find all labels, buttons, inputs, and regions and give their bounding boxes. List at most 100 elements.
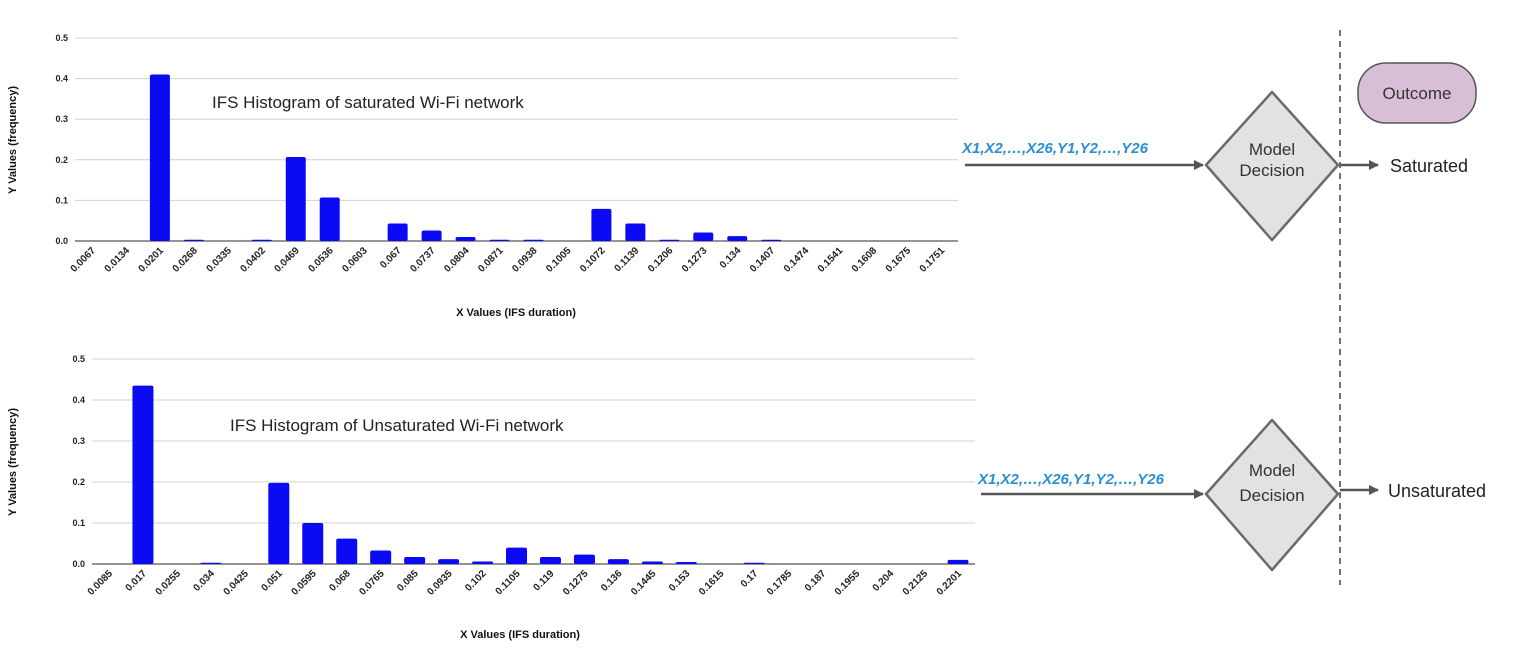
x-tick-label: 0.0201 bbox=[137, 245, 167, 275]
x-tick-label: 0.1273 bbox=[680, 245, 710, 275]
x-tick-label: 0.0085 bbox=[86, 568, 116, 598]
bar bbox=[727, 236, 748, 241]
model-decision-diamond bbox=[1204, 90, 1340, 242]
x-tick-label: 0.1785 bbox=[765, 568, 795, 598]
x-tick-label: 0.102 bbox=[463, 568, 489, 594]
x-tick-label: 0.017 bbox=[124, 568, 150, 594]
bar bbox=[743, 562, 765, 564]
bar bbox=[506, 547, 528, 564]
x-tick-label: 0.0402 bbox=[238, 245, 268, 275]
x-tick-label: 0.1206 bbox=[646, 245, 676, 275]
bar bbox=[625, 223, 646, 241]
x-tick-label: 0.1005 bbox=[544, 245, 574, 275]
bar bbox=[591, 208, 612, 241]
histogram-saturated: Y Values (frequency) X Values (IFS durat… bbox=[7, 33, 958, 319]
x-tick-label: 0.0603 bbox=[340, 245, 370, 275]
x-tick-label: 0.119 bbox=[532, 568, 557, 593]
bar bbox=[302, 523, 324, 564]
x-tick-label: 0.0335 bbox=[205, 245, 235, 275]
y-tick-label: 0.1 bbox=[55, 195, 68, 205]
bar bbox=[607, 559, 629, 564]
bar bbox=[659, 239, 680, 241]
model-label-line1: Model bbox=[1249, 140, 1295, 159]
y-axis-label: Y Values (frequency) bbox=[7, 86, 19, 194]
x-tick-label: 0.0134 bbox=[103, 245, 133, 275]
x-tick-label: 0.187 bbox=[803, 568, 829, 594]
x-tick-label: 0.0804 bbox=[442, 245, 472, 275]
x-tick-label: 0.1541 bbox=[816, 245, 846, 275]
y-tick-label: 0.2 bbox=[55, 155, 68, 165]
x-tick-label: 0.1675 bbox=[884, 245, 914, 275]
outcome-saturated: Saturated bbox=[1390, 156, 1468, 176]
bar bbox=[370, 550, 392, 564]
x-tick-label: 0.0536 bbox=[306, 245, 336, 275]
histogram-unsaturated: Y Values (frequency) X Values (IFS durat… bbox=[7, 354, 975, 641]
outcome-header-box bbox=[1357, 62, 1477, 124]
bar bbox=[472, 561, 494, 564]
bar bbox=[539, 557, 561, 564]
model-label-line2: Decision bbox=[1239, 161, 1304, 180]
x-tick-label: 0.0935 bbox=[425, 568, 455, 598]
x-tick-label: 0.1615 bbox=[697, 568, 727, 598]
x-axis-label: X Values (IFS duration) bbox=[456, 307, 576, 319]
x-tick-label: 0.1105 bbox=[494, 568, 523, 597]
outcome-unsaturated: Unsaturated bbox=[1388, 481, 1486, 501]
y-tick-label: 0.3 bbox=[72, 436, 85, 446]
x-tick-label: 0.134 bbox=[718, 245, 744, 271]
y-axis-label: Y Values (frequency) bbox=[7, 408, 19, 516]
bar bbox=[489, 239, 510, 241]
x-tick-label: 0.0938 bbox=[510, 245, 540, 275]
x-tick-label: 0.1072 bbox=[578, 245, 608, 275]
bar bbox=[285, 156, 306, 241]
bar bbox=[573, 554, 595, 564]
bar bbox=[387, 223, 408, 241]
y-tick-label: 0.4 bbox=[55, 74, 68, 84]
y-tick-label: 0.4 bbox=[72, 395, 85, 405]
chart-title: IFS Histogram of saturated Wi-Fi network bbox=[212, 93, 524, 112]
x-tick-label: 0.0268 bbox=[171, 245, 201, 275]
x-tick-label: 0.068 bbox=[327, 568, 353, 594]
x-tick-label: 0.1955 bbox=[833, 568, 863, 598]
x-tick-label: 0.204 bbox=[871, 568, 897, 594]
model-label-line1: Model bbox=[1249, 461, 1295, 480]
bar bbox=[421, 230, 442, 241]
x-tick-label: 0.1474 bbox=[782, 245, 812, 275]
x-tick-label: 0.051 bbox=[259, 568, 285, 594]
feature-vector-label: X1,X2,…,X26,Y1,Y2,…,Y26 bbox=[977, 471, 1165, 488]
x-axis-label: X Values (IFS duration) bbox=[460, 629, 580, 641]
x-tick-label: 0.0067 bbox=[69, 245, 99, 275]
x-tick-label: 0.2201 bbox=[935, 568, 965, 598]
x-tick-label: 0.136 bbox=[599, 568, 625, 594]
x-tick-label: 0.0737 bbox=[408, 245, 438, 275]
bar bbox=[404, 557, 426, 564]
bar bbox=[149, 74, 170, 241]
x-tick-label: 0.17 bbox=[739, 568, 761, 590]
bar bbox=[761, 239, 782, 241]
x-tick-label: 0.1751 bbox=[918, 245, 948, 275]
y-tick-label: 0.5 bbox=[72, 354, 85, 364]
bar bbox=[200, 562, 222, 564]
x-tick-label: 0.0255 bbox=[154, 568, 184, 598]
y-tick-label: 0.0 bbox=[72, 559, 85, 569]
x-tick-label: 0.085 bbox=[395, 568, 421, 594]
bar bbox=[693, 232, 714, 241]
x-tick-label: 0.034 bbox=[192, 568, 218, 594]
y-tick-label: 0.2 bbox=[72, 477, 85, 487]
x-tick-label: 0.153 bbox=[667, 568, 693, 594]
bar bbox=[183, 239, 204, 241]
outcome-header: Outcome bbox=[1383, 84, 1452, 103]
decision-diagram: Outcome X1,X2,…,X26,Y1,Y2,…,Y26 Model De… bbox=[961, 30, 1486, 585]
y-tick-label: 0.3 bbox=[55, 114, 68, 124]
model-label-line2: Decision bbox=[1239, 486, 1304, 505]
chart-title: IFS Histogram of Unsaturated Wi-Fi netwo… bbox=[230, 416, 564, 435]
bar bbox=[641, 561, 663, 564]
bar bbox=[438, 559, 460, 564]
bar bbox=[132, 385, 154, 564]
x-tick-label: 0.1407 bbox=[748, 245, 778, 275]
x-tick-label: 0.1139 bbox=[612, 245, 641, 274]
bar bbox=[336, 538, 358, 564]
x-tick-label: 0.2125 bbox=[901, 568, 931, 598]
bar bbox=[251, 239, 272, 241]
x-tick-label: 0.0425 bbox=[222, 568, 252, 598]
